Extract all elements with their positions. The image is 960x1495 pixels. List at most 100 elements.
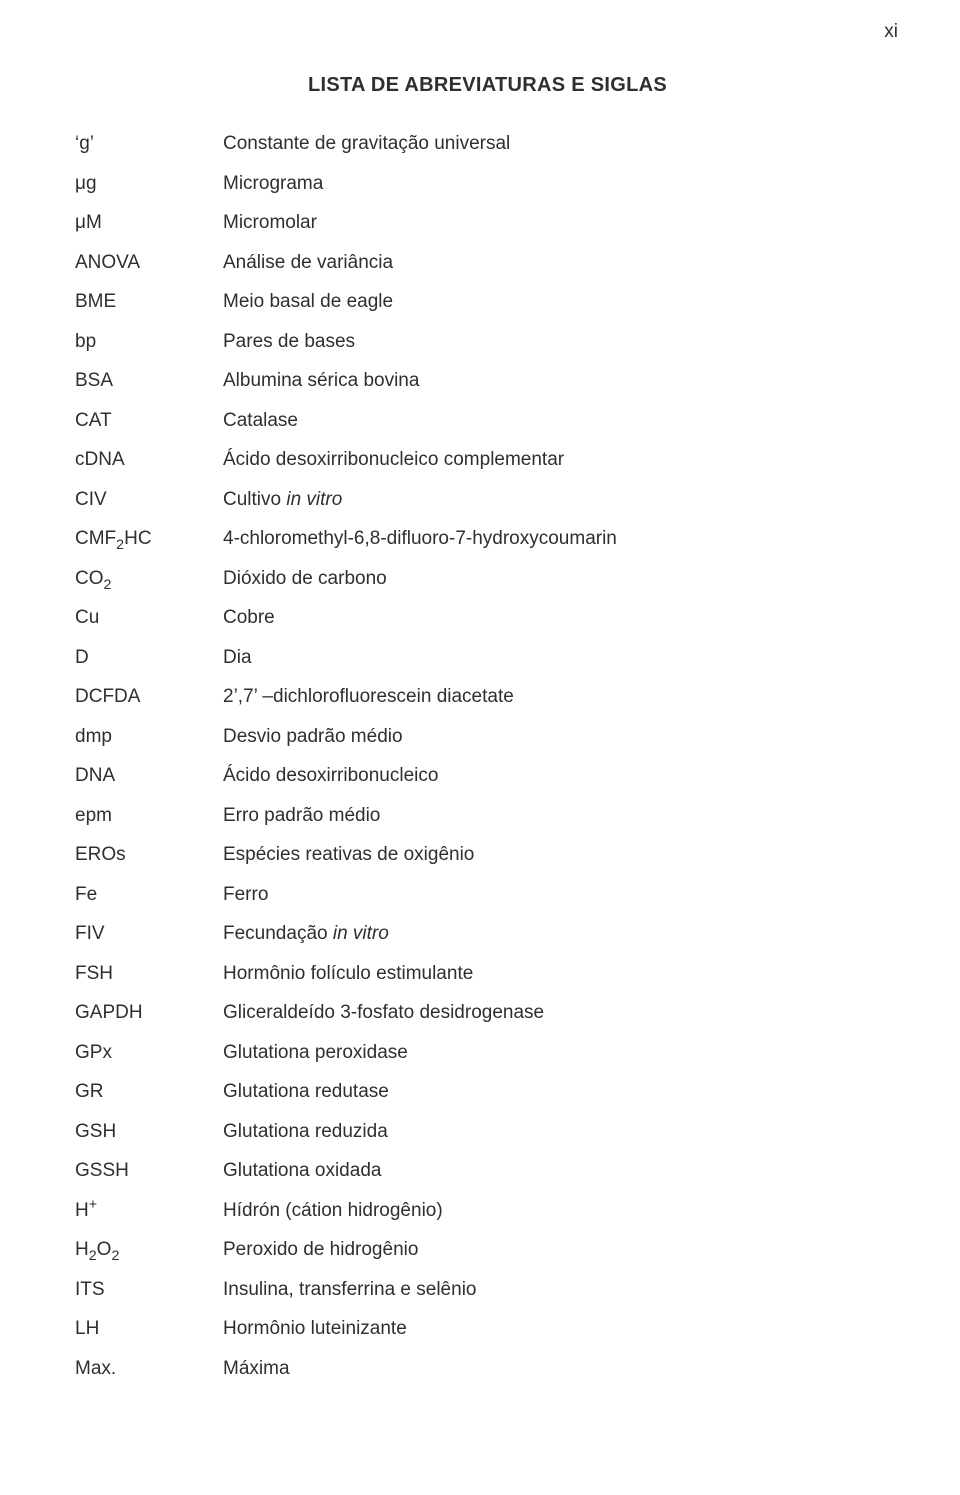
abbreviation-entry: ANOVAAnálise de variância — [75, 249, 900, 278]
abbreviation-definition: Peroxido de hidrogênio — [223, 1236, 900, 1265]
abbreviation-entry: CATCatalase — [75, 407, 900, 436]
abbreviation-definition: Hídrón (cátion hidrogênio) — [223, 1197, 900, 1226]
abbreviation-definition: Micromolar — [223, 209, 900, 238]
abbreviation-entry: μgMicrograma — [75, 170, 900, 199]
abbreviation-definition: Glutationa reduzida — [223, 1118, 900, 1147]
abbreviation-term: Max. — [75, 1355, 223, 1384]
abbreviation-definition: 4-chloromethyl-6,8-difluoro-7-hydroxycou… — [223, 525, 900, 554]
abbreviation-definition: Fecundação in vitro — [223, 920, 900, 949]
abbreviation-definition: Gliceraldeído 3-fosfato desidrogenase — [223, 999, 900, 1028]
abbreviation-definition: Desvio padrão médio — [223, 723, 900, 752]
abbreviation-entry: CIVCultivo in vitro — [75, 486, 900, 515]
abbreviation-entry: EROsEspécies reativas de oxigênio — [75, 841, 900, 870]
abbreviation-entry: GSSHGlutationa oxidada — [75, 1157, 900, 1186]
abbreviations-list: ‘g’Constante de gravitação universalμgMi… — [75, 130, 900, 1383]
abbreviation-term: GSH — [75, 1118, 223, 1147]
abbreviation-entry: μMMicromolar — [75, 209, 900, 238]
abbreviation-term: GAPDH — [75, 999, 223, 1028]
abbreviation-entry: CO2Dióxido de carbono — [75, 565, 900, 594]
abbreviation-definition: Hormônio folículo estimulante — [223, 960, 900, 989]
abbreviation-term: epm — [75, 802, 223, 831]
abbreviation-definition: Cobre — [223, 604, 900, 633]
abbreviation-term: dmp — [75, 723, 223, 752]
abbreviation-definition: Glutationa peroxidase — [223, 1039, 900, 1068]
abbreviation-term: FSH — [75, 960, 223, 989]
abbreviation-definition: Pares de bases — [223, 328, 900, 357]
abbreviation-definition: Ferro — [223, 881, 900, 910]
abbreviation-entry: cDNAÁcido desoxirribonucleico complement… — [75, 446, 900, 475]
abbreviation-entry: DNAÁcido desoxirribonucleico — [75, 762, 900, 791]
abbreviation-term: D — [75, 644, 223, 673]
abbreviation-term: LH — [75, 1315, 223, 1344]
abbreviation-term: GSSH — [75, 1157, 223, 1186]
abbreviation-definition: Análise de variância — [223, 249, 900, 278]
abbreviation-entry: DDia — [75, 644, 900, 673]
abbreviation-term: Fe — [75, 881, 223, 910]
document-title: LISTA DE ABREVIATURAS E SIGLAS — [75, 70, 900, 100]
abbreviation-definition: Glutationa oxidada — [223, 1157, 900, 1186]
abbreviation-entry: bpPares de bases — [75, 328, 900, 357]
abbreviation-definition: Insulina, transferrina e selênio — [223, 1276, 900, 1305]
abbreviation-entry: FSHHormônio folículo estimulante — [75, 960, 900, 989]
abbreviation-definition: Albumina sérica bovina — [223, 367, 900, 396]
abbreviation-term: EROs — [75, 841, 223, 870]
abbreviation-definition: Micrograma — [223, 170, 900, 199]
page: xi LISTA DE ABREVIATURAS E SIGLAS ‘g’Con… — [0, 0, 960, 1413]
abbreviation-entry: FeFerro — [75, 881, 900, 910]
abbreviation-definition: Meio basal de eagle — [223, 288, 900, 317]
abbreviation-term: BME — [75, 288, 223, 317]
abbreviation-definition: 2’,7’ –dichlorofluorescein diacetate — [223, 683, 900, 712]
abbreviation-term: DNA — [75, 762, 223, 791]
abbreviation-entry: epmErro padrão médio — [75, 802, 900, 831]
abbreviation-term: μM — [75, 209, 223, 238]
abbreviation-entry: ‘g’Constante de gravitação universal — [75, 130, 900, 159]
abbreviation-term: GR — [75, 1078, 223, 1107]
abbreviation-entry: ITSInsulina, transferrina e selênio — [75, 1276, 900, 1305]
abbreviation-term: ANOVA — [75, 249, 223, 278]
abbreviation-entry: GPxGlutationa peroxidase — [75, 1039, 900, 1068]
abbreviation-term: H2O2 — [75, 1236, 223, 1265]
abbreviation-entry: CuCobre — [75, 604, 900, 633]
abbreviation-entry: H+Hídrón (cátion hidrogênio) — [75, 1197, 900, 1226]
abbreviation-definition: Cultivo in vitro — [223, 486, 900, 515]
abbreviation-term: bp — [75, 328, 223, 357]
abbreviation-entry: LHHormônio luteinizante — [75, 1315, 900, 1344]
abbreviation-definition: Dióxido de carbono — [223, 565, 900, 594]
abbreviation-entry: GRGlutationa redutase — [75, 1078, 900, 1107]
abbreviation-term: CO2 — [75, 565, 223, 594]
abbreviation-definition: Máxima — [223, 1355, 900, 1384]
abbreviation-term: H+ — [75, 1197, 223, 1226]
abbreviation-term: CIV — [75, 486, 223, 515]
abbreviation-entry: BSAAlbumina sérica bovina — [75, 367, 900, 396]
abbreviation-definition: Ácido desoxirribonucleico — [223, 762, 900, 791]
abbreviation-definition: Hormônio luteinizante — [223, 1315, 900, 1344]
abbreviation-term: BSA — [75, 367, 223, 396]
abbreviation-definition: Dia — [223, 644, 900, 673]
abbreviation-term: Cu — [75, 604, 223, 633]
abbreviation-term: CMF2HC — [75, 525, 223, 554]
abbreviation-term: ‘g’ — [75, 130, 223, 159]
abbreviation-term: cDNA — [75, 446, 223, 475]
abbreviation-term: FIV — [75, 920, 223, 949]
abbreviation-entry: Max.Máxima — [75, 1355, 900, 1384]
abbreviation-entry: BMEMeio basal de eagle — [75, 288, 900, 317]
abbreviation-term: DCFDA — [75, 683, 223, 712]
abbreviation-entry: CMF2HC4-chloromethyl-6,8-difluoro-7-hydr… — [75, 525, 900, 554]
abbreviation-definition: Erro padrão médio — [223, 802, 900, 831]
abbreviation-entry: H2O2Peroxido de hidrogênio — [75, 1236, 900, 1265]
abbreviation-term: ITS — [75, 1276, 223, 1305]
abbreviation-definition: Espécies reativas de oxigênio — [223, 841, 900, 870]
abbreviation-term: GPx — [75, 1039, 223, 1068]
abbreviation-term: μg — [75, 170, 223, 199]
page-number: xi — [884, 18, 898, 47]
abbreviation-entry: dmpDesvio padrão médio — [75, 723, 900, 752]
abbreviation-definition: Catalase — [223, 407, 900, 436]
abbreviation-definition: Glutationa redutase — [223, 1078, 900, 1107]
abbreviation-definition: Ácido desoxirribonucleico complementar — [223, 446, 900, 475]
abbreviation-term: CAT — [75, 407, 223, 436]
abbreviation-entry: GAPDHGliceraldeído 3-fosfato desidrogena… — [75, 999, 900, 1028]
abbreviation-definition: Constante de gravitação universal — [223, 130, 900, 159]
abbreviation-entry: DCFDA2’,7’ –dichlorofluorescein diacetat… — [75, 683, 900, 712]
abbreviation-entry: GSHGlutationa reduzida — [75, 1118, 900, 1147]
abbreviation-entry: FIVFecundação in vitro — [75, 920, 900, 949]
